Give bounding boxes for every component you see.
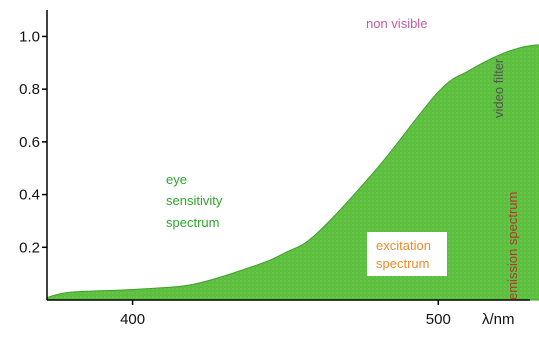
excitation-label-box bbox=[367, 232, 447, 276]
excitation-label-line2: spectrum bbox=[376, 256, 429, 271]
nonvisible-label: non visible bbox=[366, 16, 427, 31]
excitation-label-line1: excitation bbox=[376, 238, 431, 253]
annotations: eye sensitivity spectrum non visible exc… bbox=[166, 16, 520, 300]
y-tick-label: 0.2 bbox=[19, 239, 40, 256]
y-tick-label: 1.0 bbox=[19, 28, 40, 45]
x-ticks: 400500600700800 bbox=[120, 300, 451, 328]
y-tick-label: 0.8 bbox=[19, 81, 40, 98]
x-tick-label: 500 bbox=[426, 311, 451, 328]
emission-label: emission spectrum bbox=[505, 192, 520, 300]
eye-label-line3: spectrum bbox=[166, 215, 219, 230]
eye-label-line1: eye bbox=[166, 172, 187, 187]
y-ticks: 0.2 0.4 0.6 0.8 1.0 bbox=[19, 28, 47, 256]
eye-sensitivity-layer bbox=[46, 44, 539, 301]
y-tick-label: 0.6 bbox=[19, 134, 40, 151]
eye-sensitivity-texture bbox=[47, 44, 539, 300]
eye-label-line2: sensitivity bbox=[166, 193, 223, 208]
video-filter-label: video filter bbox=[491, 58, 506, 118]
y-tick-label: 0.4 bbox=[19, 187, 40, 204]
x-tick-label: 400 bbox=[120, 311, 145, 328]
axes: 400500600700800 0.20.40.60.81.0 λ/nm bbox=[19, 10, 530, 328]
x-axis-label: λ/nm bbox=[482, 311, 515, 328]
